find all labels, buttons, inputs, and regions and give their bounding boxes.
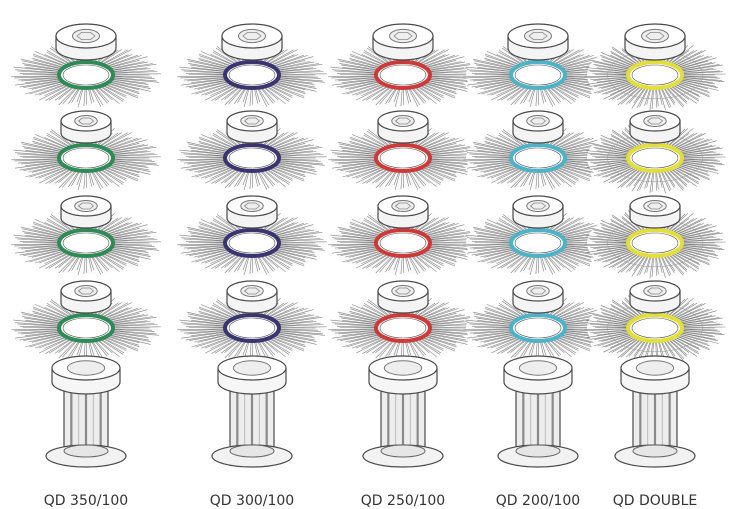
brush-disc	[584, 39, 726, 111]
hub-spacer	[377, 110, 429, 144]
mount-base	[497, 355, 579, 468]
brush-disc	[584, 122, 726, 194]
hub-spacer	[60, 195, 112, 229]
hub-spacer	[629, 195, 681, 229]
hub-spacer	[226, 195, 278, 229]
brush-disc	[177, 125, 327, 191]
brush-disc	[328, 295, 478, 361]
mount-base	[45, 355, 127, 468]
hub-spacer	[226, 280, 278, 314]
brush-disc	[584, 292, 726, 364]
brush-disc	[177, 42, 327, 108]
hub-spacer	[512, 110, 564, 144]
stack-label: QD 350/100	[44, 493, 128, 509]
mount-base	[362, 355, 444, 468]
hub-spacer	[377, 195, 429, 229]
brush-disc	[11, 125, 161, 191]
brush-stack: QD 250/100	[328, 23, 478, 509]
brush-disc	[584, 207, 726, 279]
hub-spacer	[226, 110, 278, 144]
hub-spacer	[629, 280, 681, 314]
hub-spacer	[221, 23, 283, 61]
hub-spacer	[377, 280, 429, 314]
hub-spacer	[55, 23, 117, 61]
brush-disc	[11, 295, 161, 361]
mount-base	[211, 355, 293, 468]
hub-spacer	[60, 280, 112, 314]
hub-spacer	[624, 23, 686, 61]
brush-disc	[11, 210, 161, 276]
hub-spacer	[60, 110, 112, 144]
hub-spacer	[512, 195, 564, 229]
brush-disc	[177, 210, 327, 276]
brush-stack: QD 200/100	[463, 23, 613, 509]
stack-label: QD 250/100	[361, 493, 445, 509]
hub-spacer	[507, 23, 569, 61]
hub-spacer	[372, 23, 434, 61]
stack-label: QD 300/100	[210, 493, 294, 509]
brush-disc	[328, 125, 478, 191]
brush-disc	[463, 125, 613, 191]
brush-disc	[177, 295, 327, 361]
hub-spacer	[629, 110, 681, 144]
stack-label: QD 200/100	[496, 493, 580, 509]
brush-disc	[328, 210, 478, 276]
mount-base	[614, 355, 696, 468]
brush-stack: QD DOUBLE	[584, 23, 726, 509]
brush-stack: QD 300/100	[177, 23, 327, 509]
brush-stack: QD 350/100	[11, 23, 161, 509]
stack-label: QD DOUBLE	[613, 493, 698, 509]
hub-spacer	[512, 280, 564, 314]
